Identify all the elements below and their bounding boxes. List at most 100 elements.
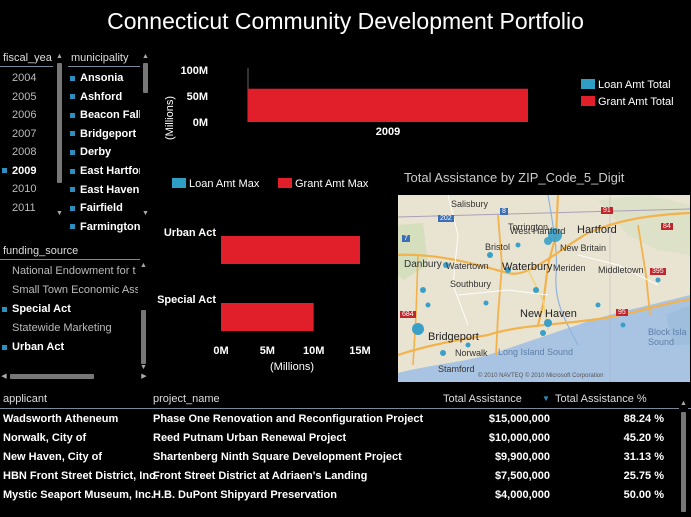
cell-total-assistance: $7,500,000 (494, 470, 550, 482)
funding-source-item[interactable]: Special Act (0, 300, 138, 318)
road-shield-395: 395 (650, 268, 666, 275)
fiscal-year-item-2006[interactable]: 2006 (0, 106, 54, 124)
column-header-project-name[interactable]: project_name (153, 393, 220, 405)
cell-applicant: HBN Front Street District, Inc. (3, 470, 159, 482)
fiscal-year-item-2011[interactable]: 2011 (0, 199, 54, 217)
funding-source-label: Urban Act (12, 341, 65, 353)
municipality-item[interactable]: Ashford (68, 88, 140, 106)
municipality-item[interactable]: Fairfield (68, 199, 140, 217)
fiscal-year-label: 2006 (12, 109, 37, 121)
table-scrollbar[interactable]: ▲ (679, 400, 688, 517)
municipality-slicer-header[interactable]: municipality (68, 50, 140, 67)
fiscal-year-item-2007[interactable]: 2007 (0, 125, 54, 143)
fiscal-year-item-2005[interactable]: 2005 (0, 88, 54, 106)
fiscal-year-label: 2004 (12, 72, 37, 84)
table-row[interactable]: Norwalk, City of Reed Putnam Urban Renewa… (0, 429, 680, 448)
selected-bullet-icon (70, 149, 75, 155)
chart1-bar-grant[interactable] (248, 88, 528, 122)
map-label-long-island-sound: Long Island Sound (498, 347, 574, 357)
cell-applicant: Norwalk, City of (3, 432, 87, 444)
chart2-xtick: 15M (349, 345, 370, 357)
map-label-middletown: Middletown (598, 265, 644, 275)
funding-source-scrollbar[interactable]: ▲ ▼ (139, 262, 148, 372)
funding-source-label: National Endowment for t (12, 265, 136, 277)
selected-bullet-icon (70, 131, 75, 137)
table-row[interactable]: Wadsworth Atheneum Phase One Renovation a… (0, 410, 680, 429)
legend-grant-amt-total: Grant Amt Total (581, 96, 674, 108)
map-label-norwalk: Norwalk (455, 348, 488, 358)
column-header-applicant[interactable]: applicant (3, 393, 48, 405)
chart2-xtick: 0M (213, 345, 228, 357)
municipality-scrollbar[interactable]: ▲ ▼ (141, 53, 150, 218)
chart1-ytick: 100M (180, 65, 208, 77)
road-shield-91: 91 (601, 207, 613, 214)
column-header-total-assistance[interactable]: Total Assistance (443, 393, 522, 405)
grant-loan-total-chart: (Millions) 0M 50M 100M 2009 (164, 65, 528, 140)
map-label-west-hartford: West Hartford (510, 226, 566, 236)
fiscal-year-label: 2008 (12, 146, 37, 158)
map-label-stamford: Stamford (438, 364, 475, 374)
selected-bullet-icon (70, 112, 75, 118)
map-label-new-haven: New Haven (520, 308, 577, 320)
cell-total-assistance: $9,900,000 (494, 451, 550, 463)
fiscal-year-item-2004[interactable]: 2004 (0, 69, 54, 87)
cell-applicant: Wadsworth Atheneum (3, 413, 119, 425)
funding-source-label: Special Act (12, 303, 71, 315)
map-label-danbury: Danbury (404, 259, 442, 270)
fiscal-year-item-2008[interactable]: 2008 (0, 143, 54, 161)
road-shield-95: 95 (616, 309, 628, 316)
map-copyright: © 2010 NAVTEQ © 2010 Microsoft Corporati… (478, 373, 604, 379)
table-row[interactable]: HBN Front Street District, Inc. Front Str… (0, 467, 680, 486)
cell-project-name: Phase One Renovation and Reconfiguration… (153, 413, 424, 425)
chart2-xlabel: (Millions) (270, 361, 314, 373)
legend-loan-amt-total: Loan Amt Total (581, 79, 671, 91)
fiscal-year-item-2010[interactable]: 2010 (0, 180, 54, 198)
municipality-item[interactable]: Derby (68, 143, 140, 161)
map-label-torrington: Torrington (508, 222, 549, 232)
municipality-item[interactable]: East Hartford (68, 162, 140, 180)
chart2-category-label: Urban Act (164, 227, 216, 239)
chart1-ylabel: (Millions) (164, 96, 176, 140)
map-label-waterbury: Waterbury (502, 261, 553, 273)
chart2-bar-grant[interactable] (221, 303, 314, 331)
cell-applicant: Mystic Seaport Museum, Inc. (3, 489, 154, 501)
funding-source-hscrollbar[interactable]: ◀ ▶ (1, 373, 147, 380)
funding-source-item[interactable]: Small Town Economic Ass (0, 281, 138, 299)
funding-source-item[interactable]: National Endowment for t (0, 262, 138, 280)
legend-swatch-loan (172, 178, 186, 188)
chart1-ytick: 0M (193, 117, 208, 129)
fiscal-year-scrollbar[interactable]: ▲ ▼ (55, 53, 64, 218)
fiscal-year-item-2009[interactable]: 2009 (0, 162, 54, 180)
cell-total-assistance-pct: 88.24 % (623, 413, 664, 425)
table-row[interactable]: Mystic Seaport Museum, Inc. H.B. DuPont S… (0, 486, 680, 505)
map-label-hartford: Hartford (577, 224, 617, 236)
municipality-item[interactable]: East Haven (68, 181, 140, 199)
road-shield-8: 8 (500, 208, 508, 215)
municipality-item[interactable]: Beacon Falls (68, 106, 140, 124)
funding-source-item[interactable]: Urban Act (0, 338, 138, 356)
municipality-item[interactable]: Ansonia (68, 69, 140, 87)
fiscal-year-label: 2009 (12, 164, 37, 177)
cell-total-assistance-pct: 50.00 % (623, 489, 664, 501)
cell-total-assistance-pct: 45.20 % (623, 432, 664, 444)
funding-source-slicer-header[interactable]: funding_source (0, 243, 140, 260)
cell-total-assistance: $15,000,000 (488, 413, 550, 425)
table-header: applicant project_name Total Assistance … (0, 390, 691, 409)
map-label-watertown: Watertown (446, 261, 489, 271)
municipality-label: Bridgeport (80, 127, 137, 140)
municipality-item[interactable]: Farmington (68, 218, 140, 236)
legend-loan-amt-max: Loan Amt Max (172, 178, 259, 190)
selected-bullet-icon (70, 224, 75, 230)
map-label-block-island-sound: Block Isla Sound (648, 327, 687, 347)
table-row[interactable]: New Haven, City of Shartenberg Ninth Squa… (0, 448, 680, 467)
municipality-slicer: municipality Ansonia Ashford Beacon Falls B… (68, 50, 148, 236)
funding-source-item[interactable]: Statewide Marketing (0, 319, 138, 337)
fiscal-year-label: 2005 (12, 90, 37, 103)
fiscal-year-label: 2011 (12, 201, 36, 214)
chart2-bar-grant[interactable] (221, 236, 360, 264)
municipality-item[interactable]: Bridgeport (68, 125, 140, 143)
fiscal-year-slicer-header[interactable]: fiscal_yea (0, 50, 53, 67)
assistance-map[interactable]: Salisbury Torrington Hartford West Hartf… (398, 195, 690, 382)
column-header-total-assistance-pct[interactable]: Total Assistance % (555, 393, 647, 405)
municipality-label: Ashford (80, 90, 123, 103)
